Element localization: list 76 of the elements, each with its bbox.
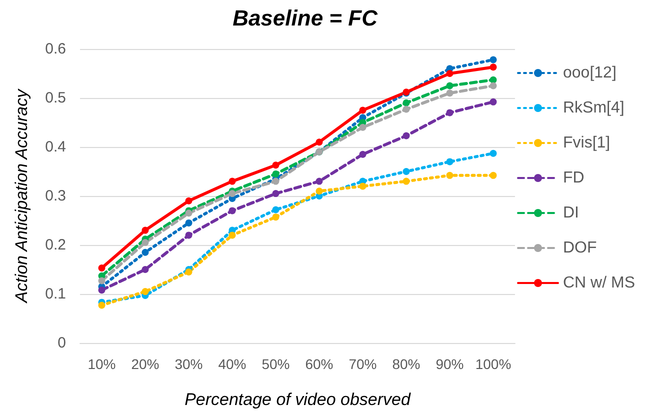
point — [142, 288, 149, 296]
point — [228, 190, 236, 198]
x-axis-title: Percentage of video observed — [184, 390, 411, 409]
x-tick-label: 40% — [218, 356, 246, 372]
point — [359, 124, 366, 131]
x-tick-label: 60% — [305, 356, 334, 372]
point — [446, 172, 454, 179]
point — [272, 214, 280, 221]
point — [490, 64, 497, 71]
point — [316, 188, 323, 195]
point — [98, 264, 106, 272]
chart-title: Baseline = FC — [232, 6, 379, 30]
point — [490, 98, 497, 106]
x-tick-label: 90% — [436, 356, 464, 372]
point — [185, 232, 192, 239]
point — [446, 109, 454, 116]
point — [98, 302, 106, 309]
point — [98, 286, 106, 294]
point — [446, 82, 454, 90]
point — [142, 226, 149, 234]
point — [402, 132, 410, 140]
point — [142, 239, 149, 246]
point — [142, 248, 149, 256]
point — [185, 197, 192, 204]
legend-label: FD — [563, 170, 584, 186]
point — [272, 162, 280, 169]
point — [142, 266, 149, 273]
x-tick-label: 70% — [348, 356, 377, 372]
point — [402, 178, 410, 185]
point — [316, 138, 323, 146]
point — [185, 210, 192, 217]
y-tick-label: 0.3 — [45, 188, 66, 204]
x-tick-label: 10% — [88, 356, 116, 372]
point — [272, 170, 280, 178]
x-tick-label: 80% — [392, 356, 420, 372]
point — [272, 206, 280, 214]
x-tick-label: 100% — [475, 356, 512, 372]
y-tick-label: 0 — [58, 334, 66, 352]
point — [490, 56, 497, 64]
legend-label: ooo[12] — [563, 64, 616, 82]
point — [185, 268, 192, 276]
point — [98, 277, 106, 284]
point — [446, 158, 454, 166]
y-tick-label: 0.4 — [45, 138, 66, 156]
point — [272, 190, 280, 198]
point — [446, 90, 454, 97]
point — [316, 178, 323, 185]
y-tick-label: 0.1 — [45, 286, 66, 302]
point — [359, 150, 366, 158]
y-axis-title: Action Anticipation Accuracy — [12, 88, 31, 304]
legend-label: DI — [563, 204, 579, 222]
y-tick-label: 0.5 — [45, 90, 66, 106]
point — [402, 168, 410, 175]
legend-label: CN w/ MS — [563, 274, 635, 292]
legend-label: DOF — [563, 240, 597, 256]
point — [402, 99, 410, 106]
point — [359, 106, 366, 114]
point — [228, 207, 236, 214]
legend-label: Fvis[1] — [563, 134, 610, 152]
x-tick-label: 50% — [262, 356, 290, 372]
point — [446, 70, 454, 77]
legend-label: RkSm[4] — [563, 100, 624, 116]
point — [228, 178, 236, 185]
point — [490, 76, 497, 84]
point — [490, 150, 497, 157]
x-tick-label: 30% — [174, 356, 203, 372]
x-tick-label: 20% — [131, 356, 160, 372]
point — [402, 106, 410, 113]
y-tick-label: 0.6 — [45, 40, 66, 58]
point — [228, 232, 236, 239]
y-tick-label: 0.2 — [45, 236, 66, 254]
point — [490, 172, 497, 179]
point — [490, 82, 497, 90]
point — [359, 182, 366, 190]
point — [272, 178, 280, 185]
point — [185, 219, 192, 226]
